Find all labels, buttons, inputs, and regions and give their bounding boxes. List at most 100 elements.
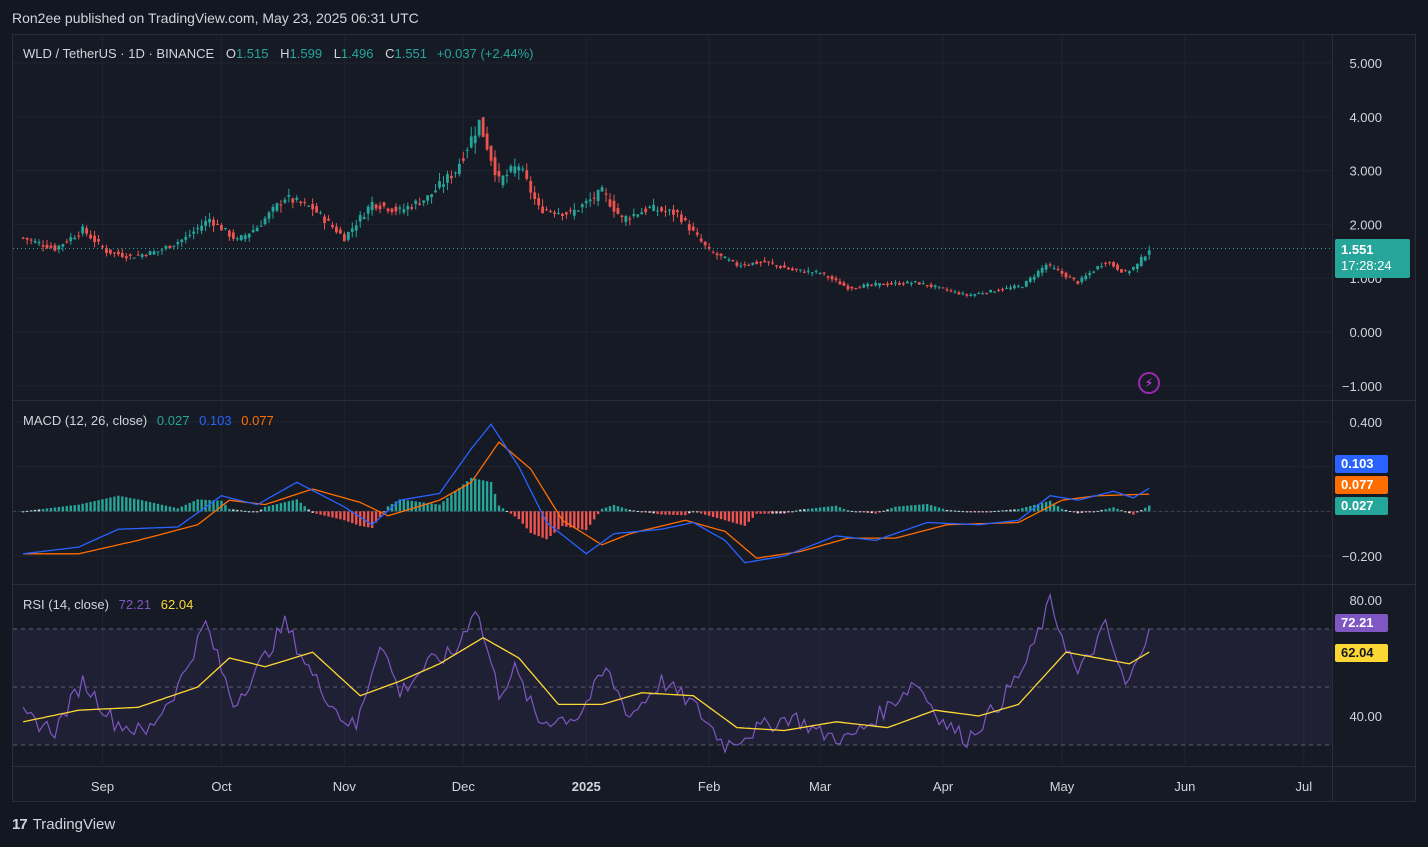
- macd-histogram-bar: [727, 511, 731, 522]
- macd-histogram-bar: [898, 506, 901, 512]
- x-tick-label: Sep: [91, 779, 114, 794]
- macd-histogram-bar: [93, 501, 96, 512]
- candle-body: [255, 227, 259, 232]
- macd-histogram-bar: [339, 511, 342, 520]
- candle-body: [386, 208, 390, 212]
- macd-histogram-bar: [156, 503, 160, 512]
- macd-histogram-bar: [1088, 511, 1091, 513]
- candle-body: [810, 272, 814, 274]
- macd-histogram-bar: [1128, 511, 1131, 514]
- macd-histogram-bar: [941, 508, 945, 512]
- symbol-label: WLD / TetherUS · 1D · BINANCE: [23, 46, 215, 61]
- macd-histogram-bar: [696, 511, 699, 513]
- rsi-ma-line: [23, 636, 1150, 732]
- candle-body: [346, 232, 350, 240]
- price-badge-value: 1.551: [1341, 242, 1374, 257]
- macd-histogram-bar: [402, 499, 406, 512]
- rsi-value: 72.21: [118, 597, 152, 612]
- macd-histogram-bar: [858, 511, 861, 513]
- macd-histogram-bar: [466, 481, 469, 512]
- candle-body: [120, 252, 124, 257]
- candle-body: [691, 226, 695, 231]
- candle-body: [77, 235, 81, 237]
- candle-body: [557, 213, 560, 215]
- candle-body: [485, 133, 489, 150]
- candle-body: [1020, 287, 1024, 289]
- candle-body: [953, 291, 957, 293]
- macd-line-badge: 0.103: [1335, 455, 1388, 473]
- macd-histogram-bar: [949, 510, 953, 512]
- candle-body: [331, 224, 334, 228]
- lightning-icon[interactable]: ⚡: [1138, 372, 1160, 394]
- candle-body: [461, 158, 465, 161]
- macd-histogram-bar: [846, 510, 850, 512]
- macd-histogram-bar: [406, 500, 409, 512]
- macd-histogram-bar: [311, 511, 314, 513]
- candle-body: [53, 245, 57, 251]
- candle-body: [747, 264, 751, 266]
- macd-histogram-bar: [632, 510, 635, 512]
- macd-histogram-bar: [1072, 511, 1076, 513]
- candle-body: [101, 246, 104, 248]
- price-badge-countdown: 17:28:24: [1341, 258, 1392, 273]
- macd-histogram-bar: [1037, 503, 1040, 512]
- candle-body: [267, 212, 271, 219]
- candle-body: [227, 230, 231, 237]
- macd-line-value: 0.103: [199, 413, 232, 428]
- candle-body: [1092, 271, 1096, 273]
- candle-body: [41, 245, 45, 247]
- candle-body: [65, 241, 69, 243]
- candle-body: [164, 246, 168, 249]
- macd-histogram-bar: [890, 508, 893, 512]
- candle-body: [465, 149, 469, 151]
- candle-body: [806, 270, 810, 272]
- price-badge: 1.551 17:28:24: [1335, 239, 1410, 278]
- macd-histogram-bar: [604, 507, 608, 512]
- macd-histogram-bar: [279, 503, 283, 512]
- macd-histogram-bar: [446, 497, 449, 512]
- candle-body: [541, 206, 545, 213]
- candle-body: [676, 210, 679, 213]
- candle-body: [751, 262, 755, 265]
- candle-body: [1108, 262, 1111, 264]
- macd-histogram-bar: [69, 505, 72, 512]
- macd-histogram-bar: [957, 510, 961, 512]
- macd-histogram-bar: [981, 511, 984, 513]
- candle-body: [208, 219, 211, 223]
- macd-histogram-bar: [894, 506, 897, 512]
- candle-body: [73, 237, 77, 240]
- low-key: L: [333, 46, 341, 61]
- macd-histogram-bar: [1005, 510, 1008, 512]
- candle-body: [358, 215, 362, 222]
- candle-body: [814, 270, 818, 272]
- macd-histogram-bar: [870, 511, 873, 514]
- macd-histogram-bar: [624, 508, 628, 512]
- macd-histogram-bar: [656, 511, 659, 514]
- macd-histogram-bar: [1136, 511, 1139, 513]
- macd-histogram-bar: [485, 481, 489, 512]
- macd-histogram-bar: [129, 497, 132, 512]
- macd-tick-label: −0.200: [1342, 549, 1382, 564]
- candle-body: [719, 253, 723, 256]
- rsi-legend: RSI (14, close) 72.21 62.04: [23, 597, 193, 612]
- candle-body: [620, 215, 624, 218]
- macd-histogram-bar: [553, 511, 556, 533]
- macd-histogram-bar: [188, 502, 191, 512]
- macd-histogram-bar: [533, 511, 536, 535]
- candle-body: [1120, 269, 1123, 273]
- macd-histogram-bar: [291, 500, 295, 512]
- candle-body: [307, 205, 311, 207]
- macd-histogram-bar: [327, 511, 330, 517]
- candle-body: [564, 212, 568, 215]
- candle-body: [802, 271, 806, 273]
- candle-body: [913, 281, 917, 283]
- macd-histogram-bar: [751, 511, 754, 518]
- macd-signal-value: 0.077: [241, 413, 274, 428]
- macd-histogram-bar: [394, 501, 398, 512]
- macd-histogram-bar: [204, 499, 207, 512]
- candle-body: [212, 219, 215, 226]
- macd-histogram-bar: [961, 511, 965, 513]
- candle-body: [184, 236, 188, 240]
- macd-histogram-bar: [652, 511, 655, 514]
